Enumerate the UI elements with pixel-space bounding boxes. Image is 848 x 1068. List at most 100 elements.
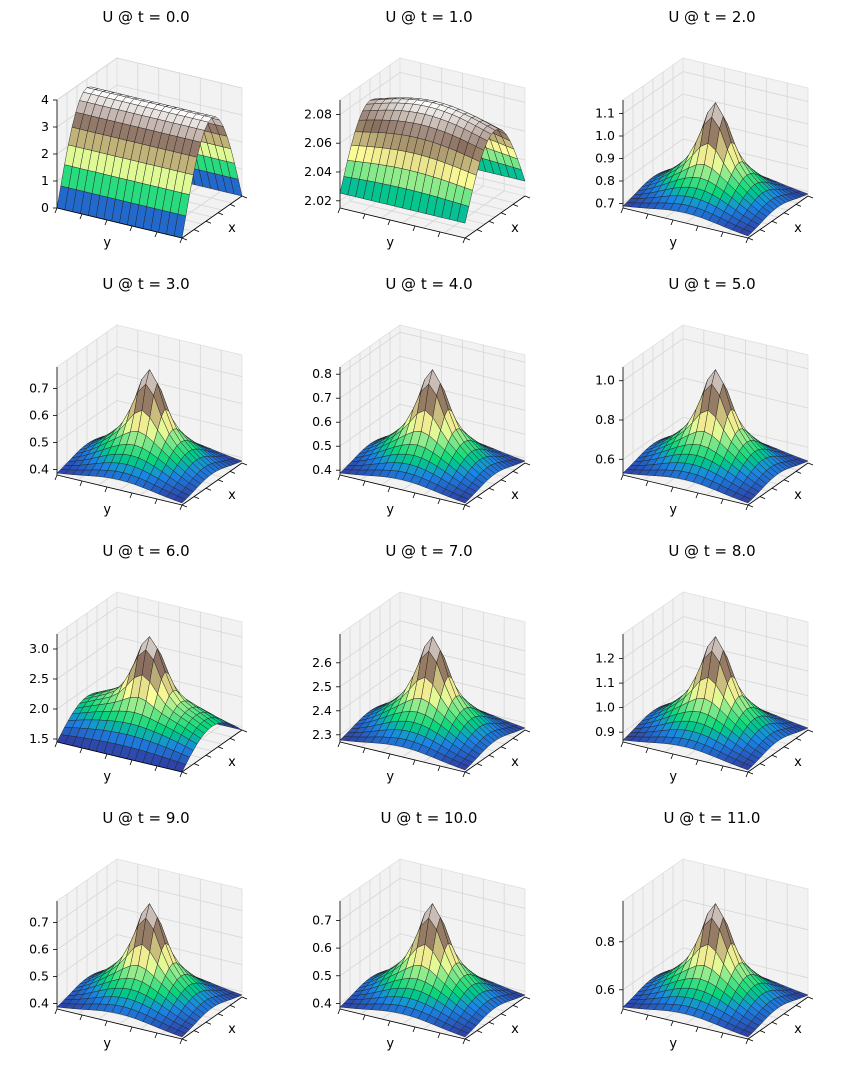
x-tick xyxy=(512,471,519,474)
z-tick-label: 0.7 xyxy=(312,912,332,927)
y-tick xyxy=(720,1032,724,1039)
x-tick xyxy=(795,471,802,474)
y-tick xyxy=(387,219,391,226)
y-tick xyxy=(54,474,58,481)
x-axis-line xyxy=(464,195,526,239)
x-tick xyxy=(795,204,802,207)
x-tick xyxy=(783,1013,790,1017)
z-tick-label: 2.08 xyxy=(304,106,332,121)
x-tick xyxy=(524,729,531,733)
surface-facet xyxy=(739,762,753,771)
x-tick xyxy=(205,487,212,491)
y-tick xyxy=(362,480,366,487)
subplot-title: U @ t = 6.0 xyxy=(102,542,189,560)
y-tick xyxy=(362,213,366,220)
x-tick xyxy=(229,1005,236,1008)
x-tick xyxy=(512,204,519,207)
x-tick xyxy=(229,204,236,207)
x-tick xyxy=(795,1005,802,1008)
x-axis-line xyxy=(464,462,526,506)
z-tick-label: 1.2 xyxy=(595,651,615,666)
subplot-panel: U @ t = 3.0 0.4 0.5 0.6 0.7 y x xyxy=(0,267,283,534)
y-tick xyxy=(720,765,724,772)
y-tick xyxy=(695,759,699,766)
x-tick xyxy=(524,996,531,1000)
z-tick-label: 2.0 xyxy=(29,701,49,716)
x-tick xyxy=(464,504,471,508)
y-tick xyxy=(79,747,83,754)
x-axis-line xyxy=(747,462,809,506)
y-tick xyxy=(437,1032,441,1039)
x-tick xyxy=(193,229,200,232)
y-tick xyxy=(645,1014,649,1021)
surface-plot: U @ t = 10.0 0.4 0.5 0.6 0.7 y x xyxy=(312,809,531,1052)
x-tick xyxy=(500,479,507,483)
z-tick-label: 2.06 xyxy=(304,135,332,150)
y-tick xyxy=(720,498,724,505)
y-tick xyxy=(412,492,416,499)
y-tick xyxy=(362,1014,366,1021)
z-tick-label: 0.6 xyxy=(29,408,49,423)
x-tick xyxy=(807,729,814,733)
x-tick xyxy=(241,729,248,733)
y-axis-label: y xyxy=(386,1037,394,1052)
x-tick xyxy=(217,479,224,483)
z-tick-label: 0.4 xyxy=(312,462,332,477)
z-tick-label: 0.4 xyxy=(29,996,49,1011)
subplot-panel: U @ t = 8.0 0.9 1.0 1.1 1.2 y x xyxy=(566,534,848,801)
x-axis-line xyxy=(747,729,809,773)
y-tick xyxy=(412,759,416,766)
y-tick xyxy=(154,498,158,505)
x-axis-line xyxy=(747,195,809,239)
x-tick xyxy=(783,746,790,750)
y-axis-line xyxy=(622,1008,749,1040)
x-tick xyxy=(241,996,248,1000)
y-tick xyxy=(54,1008,58,1015)
surface-facet xyxy=(456,495,470,504)
subplot-title: U @ t = 9.0 xyxy=(102,809,189,827)
surface-plot: U @ t = 4.0 0.4 0.5 0.6 0.7 0.8 y x xyxy=(312,275,531,518)
y-axis-label: y xyxy=(103,236,111,251)
z-tick-label: 1.1 xyxy=(595,675,615,690)
z-tick-label: 0.6 xyxy=(595,451,615,466)
x-tick xyxy=(512,738,519,741)
x-tick xyxy=(759,496,766,499)
x-tick xyxy=(488,220,495,224)
surface-facet xyxy=(739,228,753,237)
x-tick xyxy=(771,487,778,491)
z-tick-label: 0.6 xyxy=(312,940,332,955)
y-tick xyxy=(670,219,674,226)
subplot-title: U @ t = 2.0 xyxy=(668,8,755,26)
x-tick xyxy=(771,754,778,758)
z-tick-label: 2.4 xyxy=(312,703,332,718)
y-tick xyxy=(79,213,83,220)
z-tick-label: 2.5 xyxy=(312,679,332,694)
z-tick-label: 0.7 xyxy=(595,196,615,211)
z-tick-label: 0.8 xyxy=(595,412,615,427)
x-tick xyxy=(524,462,531,466)
z-tick-label: 0 xyxy=(41,200,49,215)
y-tick xyxy=(437,231,441,238)
y-axis-line xyxy=(56,741,183,773)
y-tick xyxy=(129,225,133,232)
z-tick-label: 0.7 xyxy=(29,381,49,396)
y-tick xyxy=(387,753,391,760)
y-tick xyxy=(387,486,391,493)
y-axis-line xyxy=(622,474,749,506)
z-tick-label: 0.7 xyxy=(312,390,332,405)
x-tick xyxy=(783,212,790,216)
subplot-title: U @ t = 0.0 xyxy=(102,8,189,26)
x-axis-line xyxy=(464,996,526,1040)
y-tick xyxy=(337,741,341,748)
x-axis-label: x xyxy=(511,488,519,503)
y-tick xyxy=(104,1020,108,1027)
x-axis-label: x xyxy=(794,488,802,503)
surface-plot: U @ t = 1.0 2.02 2.04 2.06 2.08 y x xyxy=(304,8,531,251)
x-tick xyxy=(205,754,212,758)
x-tick xyxy=(241,195,248,199)
surface-plot: U @ t = 11.0 0.6 0.8 y x xyxy=(595,809,814,1052)
x-tick xyxy=(217,1013,224,1017)
x-tick xyxy=(512,1005,519,1008)
x-tick xyxy=(759,1030,766,1033)
y-axis-label: y xyxy=(669,236,677,251)
